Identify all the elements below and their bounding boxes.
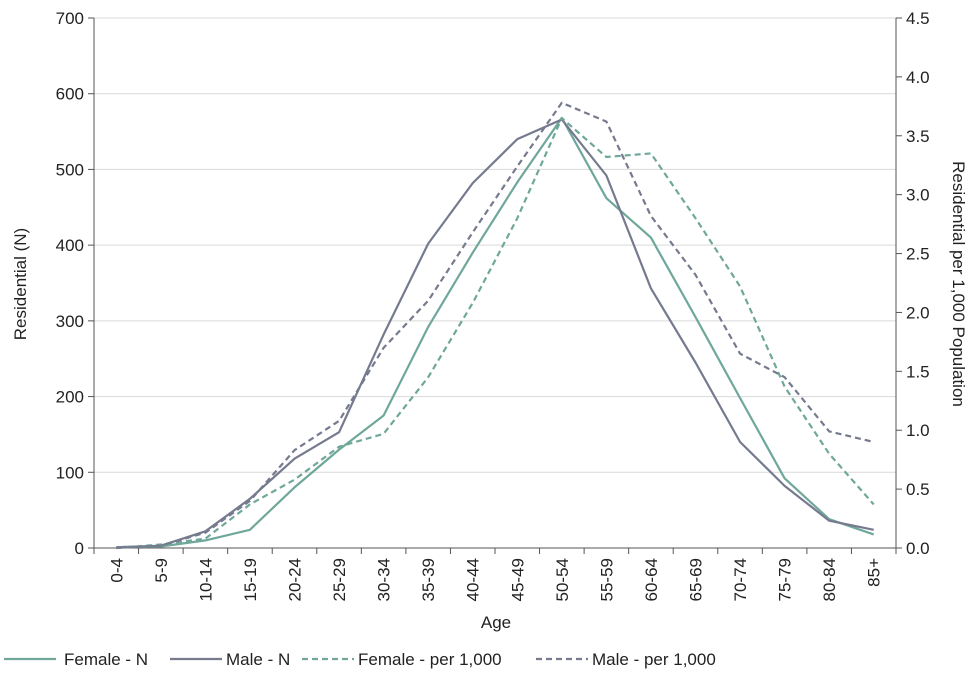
series-line-female-n xyxy=(116,116,875,549)
legend-label: Male - N xyxy=(226,650,290,669)
right-tick-label: 0.0 xyxy=(906,539,930,558)
x-tick-label: 55-59 xyxy=(597,558,616,601)
x-tick-label: 80-84 xyxy=(820,558,839,601)
x-axis-ticks: 0-4 5-9 10-14 15-19 20-24 25-29 30-34 35-39 40-4… xyxy=(93,548,897,601)
x-tick-label: 70-74 xyxy=(731,558,750,601)
x-tick-label: 45-49 xyxy=(508,558,527,601)
x-tick-label: 75-79 xyxy=(776,558,795,601)
axes xyxy=(93,18,897,549)
x-tick-label: 15-19 xyxy=(241,558,260,601)
left-tick-label: 500 xyxy=(56,160,84,179)
right-tick-label: 1.5 xyxy=(906,362,930,381)
y2-axis-title: Residential per 1,000 Population xyxy=(949,161,968,407)
left-tick-label: 200 xyxy=(56,388,84,407)
x-tick-label: 35-39 xyxy=(419,558,438,601)
left-tick-label: 0 xyxy=(75,539,84,558)
right-tick-label: 3.5 xyxy=(906,127,930,146)
left-tick-label: 400 xyxy=(56,236,84,255)
series-lines xyxy=(116,101,875,550)
right-tick-label: 1.0 xyxy=(906,421,930,440)
legend-label: Male - per 1,000 xyxy=(592,650,716,669)
x-tick-label: 85+ xyxy=(865,558,884,587)
left-tick-label: 100 xyxy=(56,463,84,482)
series-line-female-per-1-000 xyxy=(116,116,875,550)
x-tick-label: 5-9 xyxy=(152,558,171,583)
right-tick-label: 4.0 xyxy=(906,68,930,87)
left-tick-label: 300 xyxy=(56,312,84,331)
right-tick-label: 0.5 xyxy=(906,480,930,499)
left-axis-ticks: 0 100 200 300 400 500 600 700 xyxy=(56,9,94,558)
right-tick-label: 2.5 xyxy=(906,245,930,264)
series-line-male-n xyxy=(116,118,874,549)
right-tick-label: 2.0 xyxy=(906,303,930,322)
x-tick-label: 30-34 xyxy=(375,558,394,601)
legend: Female - N Male - N Female - per 1,000 Male… xyxy=(4,650,716,669)
left-tick-label: 600 xyxy=(56,85,84,104)
legend-label: Female - per 1,000 xyxy=(358,650,502,669)
y-axis-title: Residential (N) xyxy=(11,228,30,340)
legend-label: Female - N xyxy=(64,650,148,669)
right-axis-ticks: 0.0 0.5 1.0 1.5 2.0 2.5 3.0 3.5 4.0 4.5 xyxy=(896,9,930,558)
right-tick-label: 4.5 xyxy=(906,9,930,28)
x-tick-label: 10-14 xyxy=(196,558,215,601)
x-tick-label: 20-24 xyxy=(286,558,305,601)
x-tick-label: 50-54 xyxy=(553,558,572,601)
x-tick-label: 65-69 xyxy=(687,558,706,601)
series-line-male-per-1-000 xyxy=(116,101,874,550)
left-tick-label: 700 xyxy=(56,9,84,28)
right-tick-label: 3.0 xyxy=(906,186,930,205)
x-tick-label: 0-4 xyxy=(107,558,126,583)
x-tick-label: 25-29 xyxy=(330,558,349,601)
gridlines xyxy=(94,17,896,473)
x-tick-label: 60-64 xyxy=(642,558,661,601)
x-tick-label: 40-44 xyxy=(464,558,483,601)
x-axis-title: Age xyxy=(481,613,511,632)
